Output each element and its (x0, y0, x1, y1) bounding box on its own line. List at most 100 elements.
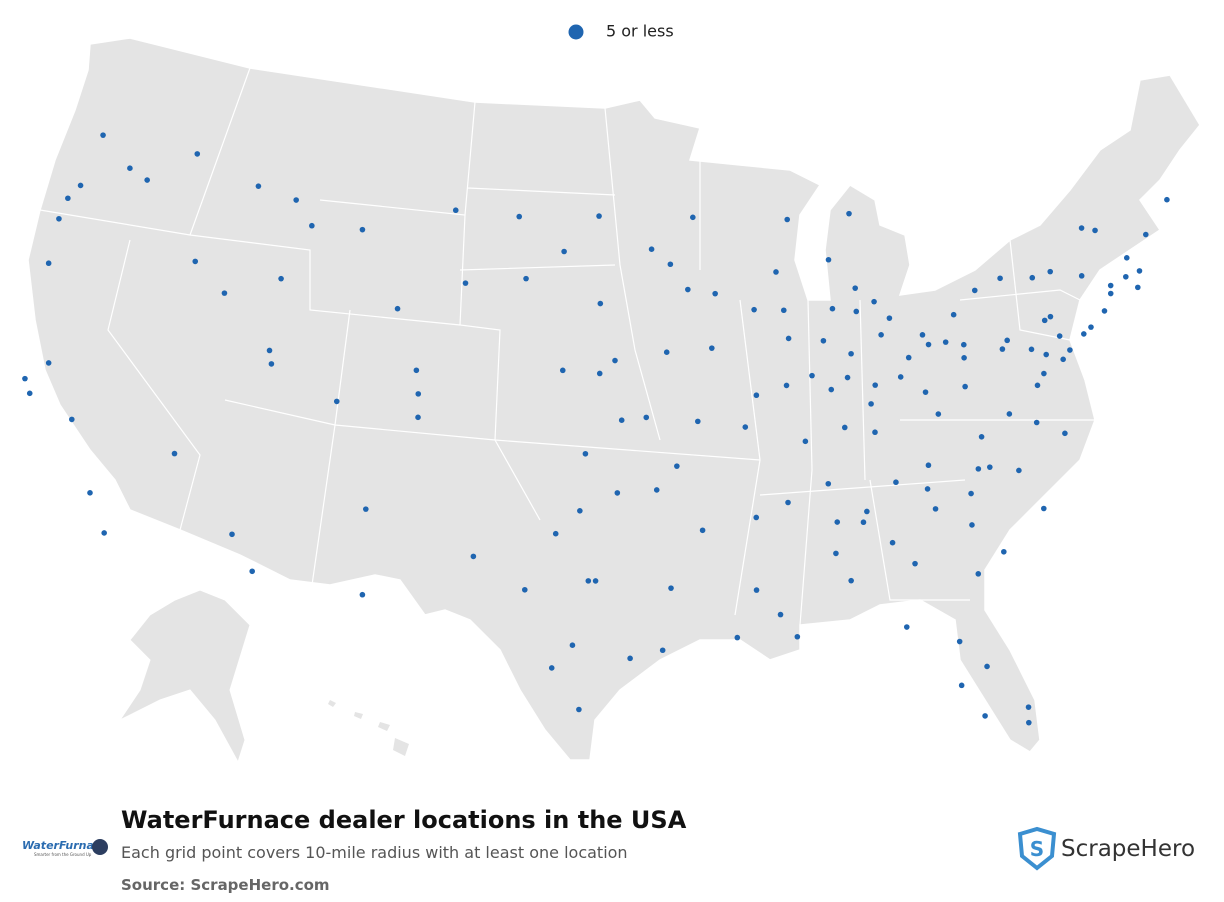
location-dot (1043, 351, 1050, 358)
location-dot (668, 585, 674, 591)
location-dot (597, 300, 604, 307)
legend-marker (568, 24, 584, 40)
location-dot (848, 350, 854, 357)
location-dot (144, 177, 150, 183)
location-dot (663, 349, 670, 356)
location-dot (785, 499, 791, 506)
location-dot (695, 418, 701, 425)
location-dot (872, 429, 878, 436)
location-dot (1016, 467, 1022, 474)
location-dot (919, 332, 926, 338)
location-dot (872, 382, 878, 388)
location-dot (577, 508, 583, 514)
location-dot (127, 165, 133, 171)
location-dot (777, 611, 784, 618)
location-dot (841, 424, 848, 431)
location-dot (809, 372, 815, 379)
location-dot (878, 331, 884, 338)
location-dot (785, 335, 792, 342)
shield-letter: S (1030, 837, 1044, 861)
location-dot (1026, 719, 1032, 726)
location-dot (22, 375, 28, 382)
location-dot (975, 571, 982, 577)
location-dot (1056, 333, 1063, 339)
location-dot (1001, 548, 1007, 555)
location-dot (612, 357, 618, 364)
subtitle: Each grid point covers 10-mile radius wi… (121, 843, 628, 862)
location-dot (1123, 273, 1129, 280)
location-dot (828, 386, 835, 393)
left-logo-text: WaterFurnace (22, 839, 108, 852)
location-dot (592, 578, 599, 584)
location-dot (751, 306, 757, 313)
location-dot (1028, 346, 1035, 353)
location-dot (68, 416, 75, 423)
location-dot (685, 286, 691, 293)
title: WaterFurnace dealer locations in the USA (121, 806, 687, 834)
usa-outline (27, 37, 1201, 761)
location-dot (925, 341, 932, 348)
location-dot (559, 367, 566, 374)
location-dot (734, 634, 741, 641)
location-dot (997, 275, 1003, 282)
location-dot (1081, 331, 1087, 337)
location-dot (864, 508, 870, 515)
location-dot (1041, 505, 1047, 512)
location-dot (699, 527, 706, 534)
location-dot (470, 553, 477, 560)
location-dot (1029, 274, 1036, 281)
location-dot (886, 315, 893, 321)
location-dot (825, 256, 832, 263)
location-dot (1034, 382, 1041, 389)
location-dot (413, 367, 420, 374)
location-dot (968, 490, 974, 497)
location-dot (618, 417, 625, 424)
location-dot (833, 550, 839, 557)
location-dot (333, 398, 340, 405)
location-dot (582, 450, 589, 457)
location-dot (820, 337, 827, 344)
location-dot (552, 530, 559, 537)
location-dot (889, 539, 896, 546)
location-dot (1078, 225, 1085, 231)
right-logo-text: ScrapeHero (1061, 836, 1195, 862)
state-borders (39, 67, 1095, 626)
location-dot (846, 210, 852, 217)
location-dot (255, 183, 262, 189)
location-dot (1033, 419, 1040, 426)
location-dot (1164, 196, 1170, 203)
location-dot (1062, 430, 1068, 437)
location-dot (853, 308, 860, 315)
left-logo-badge (92, 839, 108, 855)
location-dot (935, 411, 942, 417)
location-dot (709, 345, 715, 351)
location-dot (26, 390, 33, 397)
dots (22, 132, 1170, 726)
location-dot (194, 151, 201, 157)
location-dot (829, 305, 836, 312)
location-dot (852, 285, 858, 291)
location-dot (1047, 268, 1054, 275)
location-dot (982, 713, 988, 719)
location-dot (1107, 282, 1114, 289)
location-dot (794, 633, 801, 640)
location-dot (77, 182, 84, 189)
location-dot (359, 226, 366, 233)
location-dot (1025, 704, 1032, 710)
location-dot (101, 530, 107, 536)
location-dot (309, 222, 315, 229)
location-dot (56, 215, 62, 222)
location-dot (922, 389, 929, 395)
location-dot (363, 506, 369, 512)
location-dot (783, 382, 790, 389)
location-dot (712, 290, 718, 297)
location-dot (415, 391, 422, 397)
location-dot (905, 354, 912, 361)
location-dot (969, 522, 975, 528)
location-dot (614, 490, 621, 496)
source: Source: ScrapeHero.com (121, 876, 330, 894)
location-dot (1004, 337, 1010, 344)
location-dot (569, 642, 576, 648)
